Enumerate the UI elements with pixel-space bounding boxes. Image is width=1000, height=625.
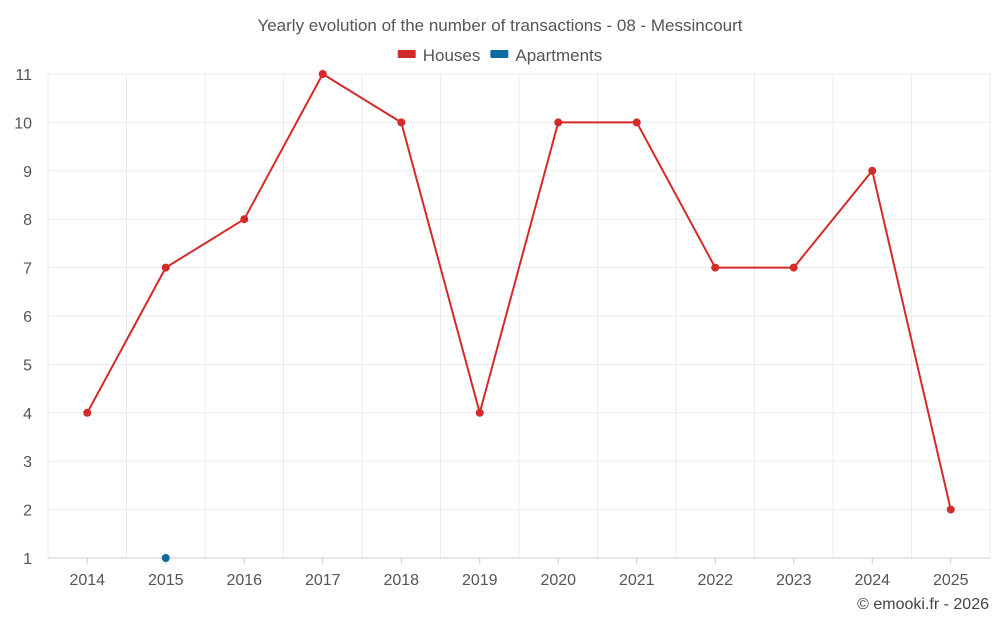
- data-point-houses-2017[interactable]: [318, 70, 327, 78]
- series-line-houses: [86, 73, 952, 510]
- y-tick-label: 1: [23, 551, 32, 568]
- legend: Houses Apartments: [397, 46, 602, 65]
- x-tick-label: 2015: [148, 572, 184, 589]
- chart-title: Yearly evolution of the number of transa…: [257, 16, 742, 35]
- data-point-houses-2016[interactable]: [240, 215, 249, 224]
- x-tick-label: 2022: [697, 572, 733, 589]
- data-point-houses-2024[interactable]: [868, 166, 877, 175]
- data-point-houses-2023[interactable]: [789, 263, 798, 272]
- y-tick-label: 6: [23, 309, 32, 326]
- y-tick-label: 10: [14, 115, 32, 132]
- legend-item-houses[interactable]: Houses: [397, 46, 481, 65]
- legend-label: Apartments: [515, 46, 602, 65]
- x-tick-label: 2025: [933, 572, 969, 589]
- credit-text: © emooki.fr - 2026: [857, 596, 989, 613]
- data-point-houses-2015[interactable]: [161, 263, 170, 272]
- x-tick-label: 2016: [226, 572, 262, 589]
- x-tick-label: 2018: [383, 572, 419, 589]
- grid: [47, 73, 991, 558]
- x-tick-label: 2014: [69, 572, 105, 589]
- legend-label: Houses: [423, 46, 481, 65]
- series: [83, 70, 955, 562]
- x-tick-label: 2019: [462, 572, 498, 589]
- data-point-houses-2021[interactable]: [632, 118, 641, 127]
- x-tick-label: 2023: [776, 572, 812, 589]
- legend-swatch: [490, 50, 509, 58]
- y-tick-label: 4: [23, 406, 32, 423]
- data-point-houses-2019[interactable]: [475, 408, 484, 417]
- x-tick-label: 2017: [305, 572, 341, 589]
- legend-item-apartments[interactable]: Apartments: [490, 46, 602, 65]
- legend-swatch: [397, 50, 416, 58]
- data-point-houses-2020[interactable]: [554, 118, 563, 127]
- x-tick-label: 2024: [854, 572, 890, 589]
- x-tick-label: 2021: [619, 572, 655, 589]
- y-tick-label: 3: [23, 454, 32, 471]
- y-tick-label: 7: [23, 261, 32, 278]
- y-tick-label: 8: [23, 212, 32, 229]
- data-point-houses-2025[interactable]: [946, 505, 955, 514]
- axes: 1 2 3 4 5 6 7 8 9 10 11 2014 2015 2016 2017 2018 2019 202…: [14, 67, 990, 589]
- y-tick-label: 5: [23, 357, 32, 374]
- x-tick-label: 2020: [540, 572, 576, 589]
- data-point-houses-2022[interactable]: [711, 263, 720, 272]
- data-point-houses-2018[interactable]: [397, 118, 406, 127]
- y-tick-label: 9: [23, 164, 32, 181]
- y-tick-label: 2: [23, 503, 32, 520]
- y-tick-label: 11: [15, 67, 32, 84]
- data-point-houses-2014[interactable]: [83, 408, 92, 417]
- data-point-apartments-2015[interactable]: [161, 554, 170, 562]
